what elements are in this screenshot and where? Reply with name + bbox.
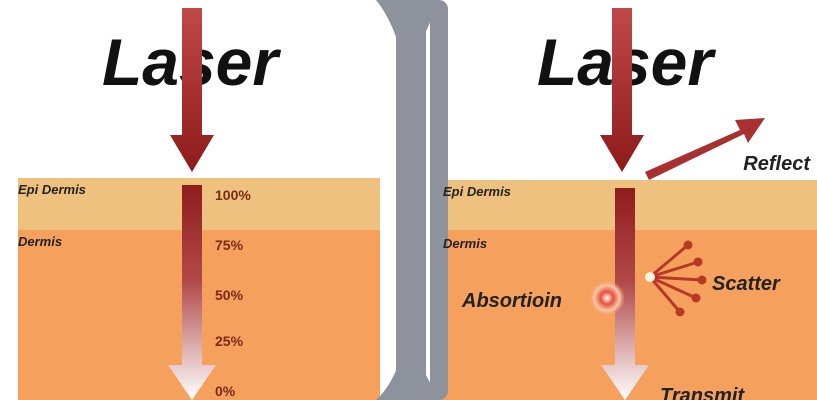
left-panel: Laser Epi Dermis Dermis 100% 75% 50% 25%… [18, 0, 380, 400]
page: Laser Epi Dermis Dermis 100% 75% 50% 25%… [0, 0, 817, 400]
panel-edge [430, 0, 448, 400]
reflect-label: Reflect [743, 153, 811, 175]
level-label: 100% [215, 187, 251, 203]
absorption-label: Absortioin [461, 290, 562, 312]
laser-diagram: Laser Epi Dermis Dermis 100% 75% 50% 25%… [0, 0, 817, 400]
layer-label: Epi Dermis [18, 182, 86, 197]
level-label: 25% [215, 333, 244, 349]
level-label: 0% [215, 383, 236, 399]
transmit-label: Transmit [660, 385, 745, 400]
right-panel: Laser Reflect Epi Dermis Dermis Absortio… [430, 0, 817, 400]
layer-label: Dermis [18, 234, 62, 249]
layer-label: Dermis [443, 236, 487, 251]
level-label: 50% [215, 287, 244, 303]
divider-bar [396, 0, 426, 400]
level-label: 75% [215, 237, 244, 253]
absorption-spot [589, 280, 625, 316]
scatter-label: Scatter [712, 273, 781, 295]
layer-label: Epi Dermis [443, 184, 511, 199]
scatter-origin [645, 272, 655, 282]
